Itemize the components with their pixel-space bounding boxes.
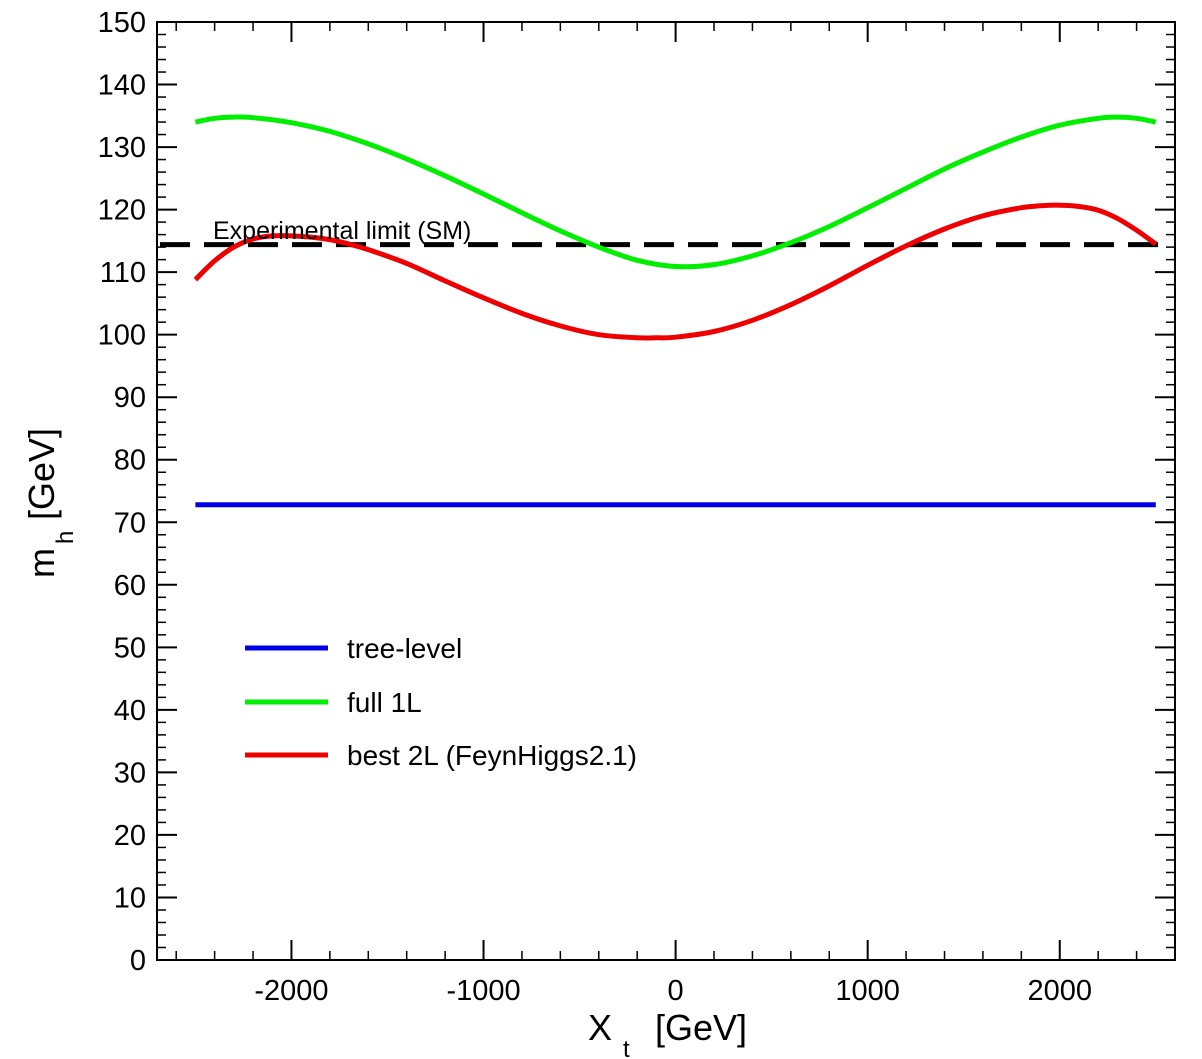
series-line-best-2l-feynhiggs2-1 [193, 202, 1158, 341]
y-tick-label: 50 [114, 632, 146, 664]
plot-frame [156, 21, 1176, 961]
x-tick-label: -1000 [446, 975, 520, 1007]
x-tick-label: 1000 [835, 975, 900, 1007]
series-lines [193, 114, 1158, 508]
legend-label-tree-level: tree-level [347, 633, 462, 664]
x-tick-label: 0 [668, 975, 684, 1007]
y-tick-label: 70 [114, 507, 146, 539]
y-tick-label: 120 [98, 195, 146, 227]
y-tick-label: 40 [114, 695, 146, 727]
y-tick-labels: 0 10 20 30 40 50 60 70 80 90 100 110 120 130 140 150 [98, 7, 146, 977]
y-tick-label: 100 [98, 320, 146, 352]
x-axis-title-unit: [GeV] [655, 1007, 747, 1048]
x-tick-label: -2000 [254, 975, 328, 1007]
y-axis-title-unit: [GeV] [21, 428, 62, 520]
x-axis-title-main: X [588, 1007, 612, 1048]
y-axis-title: m h [GeV] [21, 428, 79, 578]
y-tick-label: 140 [98, 70, 146, 102]
y-tick-label: 150 [98, 7, 146, 39]
legend-label-best-2l: best 2L (FeynHiggs2.1) [347, 740, 637, 771]
x-axis-title-sub: t [623, 1036, 630, 1059]
y-tick-label: 60 [114, 570, 146, 602]
y-tick-label: 90 [114, 382, 146, 414]
x-tick-label: 2000 [1027, 975, 1092, 1007]
y-tick-label: 80 [114, 445, 146, 477]
x-tick-labels: -2000 -1000 0 1000 2000 [254, 975, 1092, 1007]
major-ticks [157, 21, 1175, 961]
y-tick-label: 130 [98, 132, 146, 164]
series-line-full-1l [194, 114, 1157, 270]
legend-label-full-1l: full 1L [347, 687, 422, 718]
legend: tree-level full 1L best 2L (FeynHiggs2.1… [245, 633, 637, 771]
y-tick-label: 110 [100, 257, 146, 289]
y-tick-label: 0 [130, 945, 146, 977]
y-tick-label: 10 [114, 882, 146, 914]
y-tick-label: 30 [114, 757, 146, 789]
y-axis-title-main: m [21, 548, 62, 578]
reference-line-label: Experimental limit (SM) [213, 217, 471, 245]
y-tick-label: 20 [114, 820, 146, 852]
minor-ticks [157, 22, 1176, 960]
x-axis-title: X t [GeV] [588, 1007, 747, 1059]
y-axis-title-sub: h [52, 531, 79, 544]
